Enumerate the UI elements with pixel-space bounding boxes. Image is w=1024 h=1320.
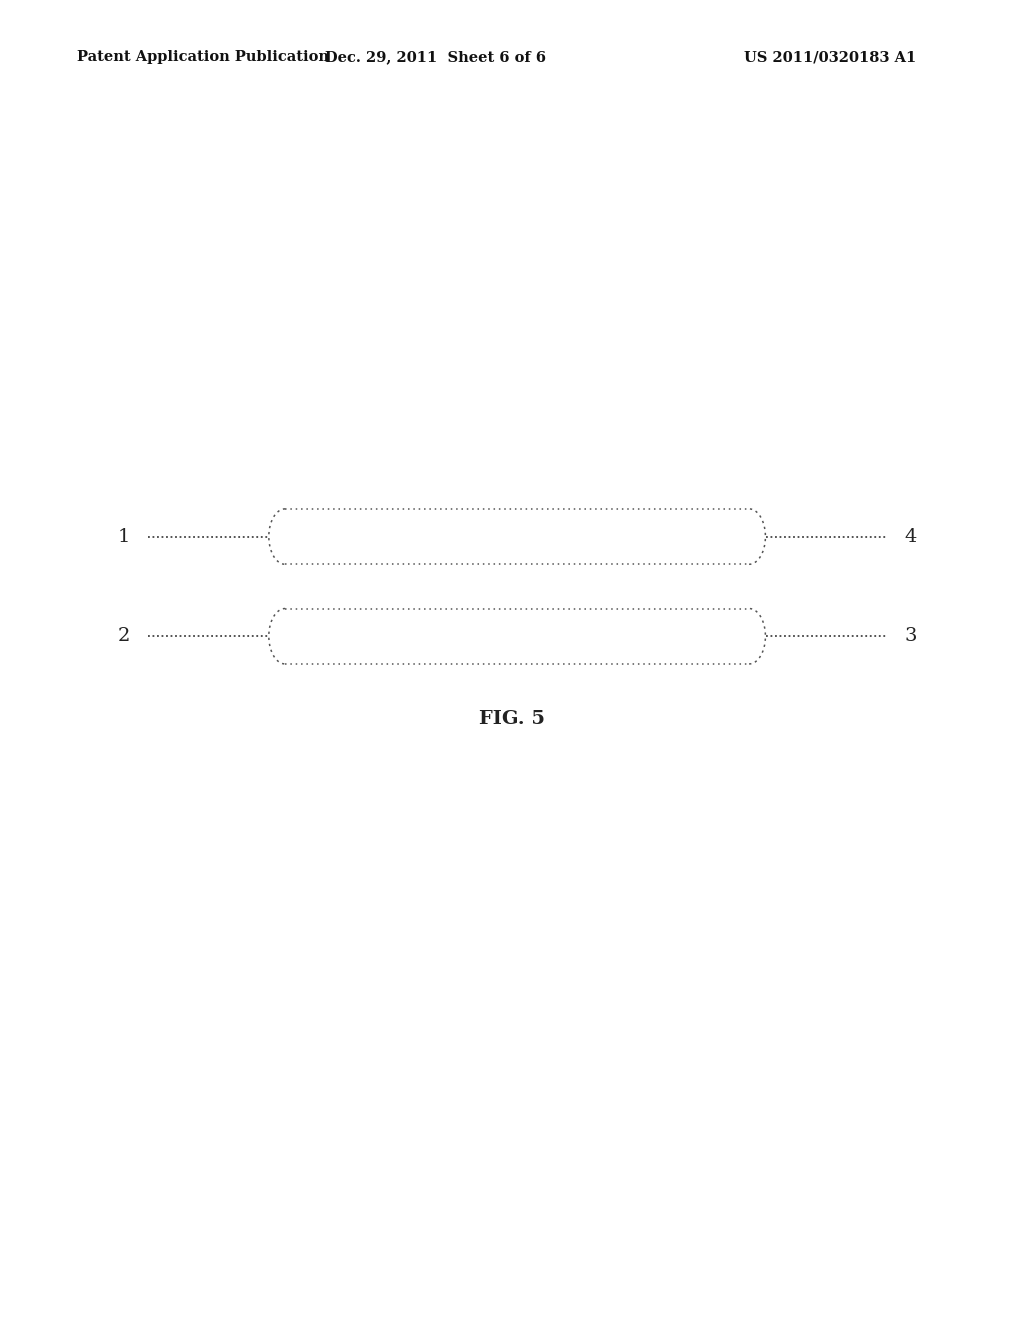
Text: 1: 1 [118, 528, 130, 545]
Text: US 2011/0320183 A1: US 2011/0320183 A1 [744, 50, 916, 65]
Text: 4: 4 [904, 528, 916, 545]
Text: 3: 3 [904, 627, 916, 645]
Text: 2: 2 [118, 627, 130, 645]
Text: Dec. 29, 2011  Sheet 6 of 6: Dec. 29, 2011 Sheet 6 of 6 [325, 50, 546, 65]
Text: FIG. 5: FIG. 5 [479, 710, 545, 729]
Text: Patent Application Publication: Patent Application Publication [77, 50, 329, 65]
